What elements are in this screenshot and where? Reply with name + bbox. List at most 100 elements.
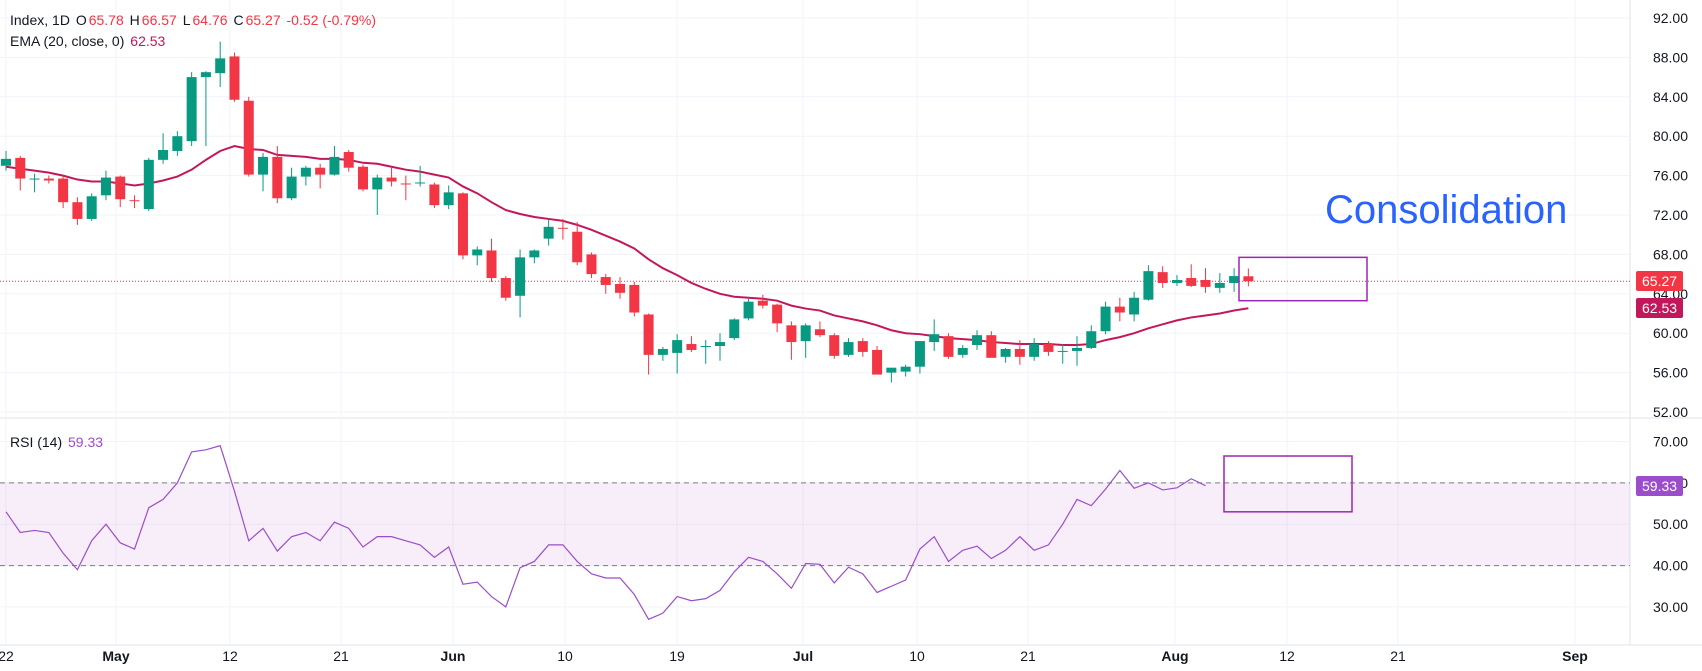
- candle: [1200, 268, 1211, 293]
- candle: [1072, 336, 1082, 366]
- low-value: 64.76: [192, 12, 228, 28]
- time-tick-label: Jun: [441, 648, 466, 664]
- candle: [358, 164, 368, 192]
- price-tick-label: 72.00: [1653, 207, 1688, 223]
- candle: [829, 333, 840, 359]
- price-consolidation-box: [1238, 256, 1368, 302]
- candle: [386, 167, 397, 187]
- candle: [600, 274, 611, 294]
- rsi-price-tag: 59.33: [1636, 475, 1684, 496]
- price-tick-label: 52.00: [1653, 404, 1688, 420]
- candle: [672, 334, 683, 374]
- candle: [543, 219, 554, 246]
- rsi-line: [5, 444, 1206, 621]
- time-tick-label: 10: [909, 648, 925, 664]
- candle: [457, 192, 468, 260]
- candle: [800, 323, 811, 358]
- candle: [686, 336, 697, 352]
- candle: [72, 197, 83, 225]
- candle: [86, 193, 97, 221]
- price-tick-label: 56.00: [1653, 365, 1688, 381]
- candle: [943, 333, 954, 359]
- candle: [729, 318, 740, 341]
- price-tick-label: 60.00: [1653, 325, 1688, 341]
- candle: [129, 195, 140, 209]
- candle: [415, 165, 426, 187]
- candle: [1157, 266, 1168, 288]
- candle: [1129, 291, 1140, 322]
- time-tick-label: 12: [222, 648, 238, 664]
- time-tick-label: 10: [557, 648, 573, 664]
- close-value: 65.27: [245, 12, 281, 28]
- ohlc-legend: Index, 1D O 65.78 H 66.57 L 64.76 C 65.27 -0…: [10, 12, 378, 28]
- open-label: O: [75, 12, 87, 28]
- time-tick-label: Jul: [793, 648, 813, 664]
- ema-line: [5, 145, 1249, 347]
- rsi-tick-label: 30.00: [1653, 599, 1688, 615]
- consolidation-annotation: Consolidation: [1325, 188, 1568, 232]
- candle: [986, 331, 997, 358]
- rsi-tick-label: 40.00: [1653, 558, 1688, 574]
- close-label: C: [233, 12, 244, 28]
- time-tick-label: Sep: [1562, 648, 1588, 664]
- time-tick-label: 22: [0, 648, 14, 664]
- candle: [215, 41, 226, 87]
- candle: [857, 338, 868, 357]
- symbol-label: Index, 1D: [10, 12, 70, 28]
- candle: [500, 276, 511, 301]
- candle: [29, 173, 40, 193]
- candle: [1171, 275, 1182, 286]
- candle: [1229, 268, 1240, 292]
- candle: [1029, 338, 1040, 361]
- time-tick-label: 21: [1020, 648, 1036, 664]
- candle: [329, 146, 340, 176]
- candle: [1043, 341, 1054, 356]
- rsi-band-fill: [0, 482, 1630, 566]
- candle: [529, 249, 540, 264]
- ema-value: 62.53: [130, 33, 166, 49]
- candle: [929, 319, 940, 351]
- time-tick-label: 21: [333, 648, 349, 664]
- candle: [757, 294, 768, 309]
- price-tick-label: 92.00: [1653, 10, 1688, 26]
- price-tick-label: 68.00: [1653, 246, 1688, 262]
- candle: [143, 157, 154, 212]
- candle: [286, 167, 297, 201]
- candle: [15, 155, 26, 191]
- candle: [58, 175, 69, 209]
- price-tick-label: 88.00: [1653, 49, 1688, 65]
- candle: [886, 367, 897, 383]
- rsi-polyline: [5, 444, 1206, 621]
- candle: [1014, 340, 1025, 365]
- candle: [243, 96, 254, 177]
- candle: [200, 71, 211, 147]
- candle: [872, 346, 883, 375]
- candle: [443, 185, 454, 210]
- candle: [1086, 325, 1097, 349]
- candle: [100, 170, 111, 201]
- candle: [972, 330, 983, 350]
- ema-legend: EMA (20, close, 0) 62.53: [10, 33, 167, 49]
- rsi-value: 59.33: [68, 434, 104, 450]
- candle: [472, 246, 483, 266]
- time-tick-label: Aug: [1161, 648, 1188, 664]
- candles: [1, 41, 1254, 383]
- candle: [343, 149, 354, 172]
- candle: [372, 174, 383, 215]
- candle: [629, 281, 640, 317]
- time-tick-label: May: [102, 648, 129, 664]
- candle: [557, 218, 568, 240]
- last-price-tag: 65.27: [1636, 271, 1684, 292]
- candle: [186, 72, 197, 147]
- ema-polyline: [5, 145, 1249, 347]
- rsi-tick-label: 70.00: [1653, 434, 1688, 450]
- price-tick-label: 76.00: [1653, 168, 1688, 184]
- candle: [115, 175, 126, 208]
- candle: [1100, 301, 1111, 335]
- candle: [615, 277, 626, 299]
- candle: [315, 163, 326, 189]
- candle: [172, 131, 183, 156]
- candle: [586, 252, 597, 279]
- candle: [814, 321, 825, 338]
